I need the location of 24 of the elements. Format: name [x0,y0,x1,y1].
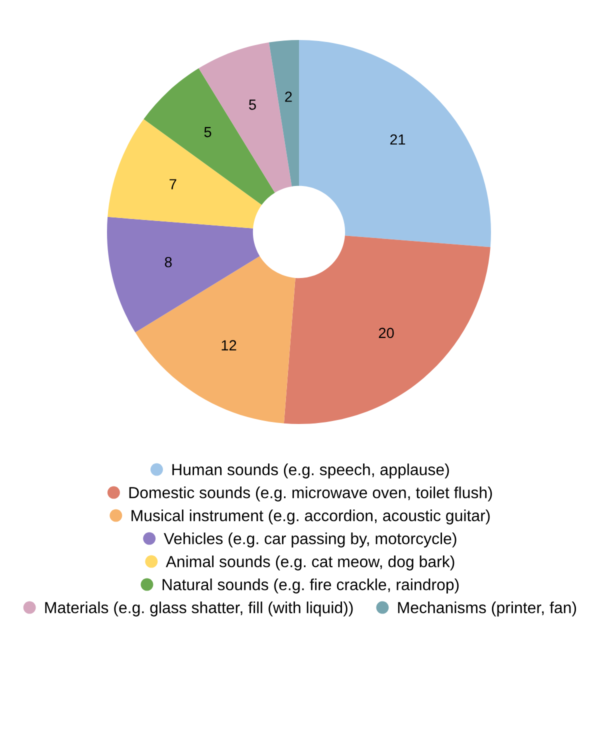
donut-slice [198,42,292,193]
data-label: 8 [164,256,172,268]
legend-label: Musical instrument (e.g. accordion, acoustic guitar) [132,510,490,524]
data-label: 2 [285,92,292,102]
legend-label: Human sounds (e.g. speech, applause) [172,464,449,478]
donut-slice [144,68,275,205]
data-label: 20 [378,328,394,338]
legend-label: Animal sounds (e.g. cat meow, dog bark) [166,556,454,570]
donut-slice [284,236,490,424]
donut-slice [108,119,262,228]
data-label: 12 [222,340,236,350]
legend-label: Natural sounds (e.g. fire crackle, raindrop) [162,578,459,594]
data-label: 7 [170,179,176,190]
donut-slice [268,40,299,186]
legend-label: Vehicles (e.g. car passing by, motorcycle) [164,532,456,548]
donut-slice [107,216,260,332]
donut-slice [299,40,491,248]
legend-label: Mechanisms (printer, fan) [398,602,576,616]
data-label: 5 [249,100,256,110]
data-label: 21 [390,134,406,145]
legend-label: Materials (e.g. glass shatter, fill (with liquid)) [45,602,353,616]
donut-slice [135,256,296,424]
data-label: 5 [204,127,212,138]
legend-label: Domestic sounds (e.g. microwave oven, toilet flush) [129,486,492,502]
